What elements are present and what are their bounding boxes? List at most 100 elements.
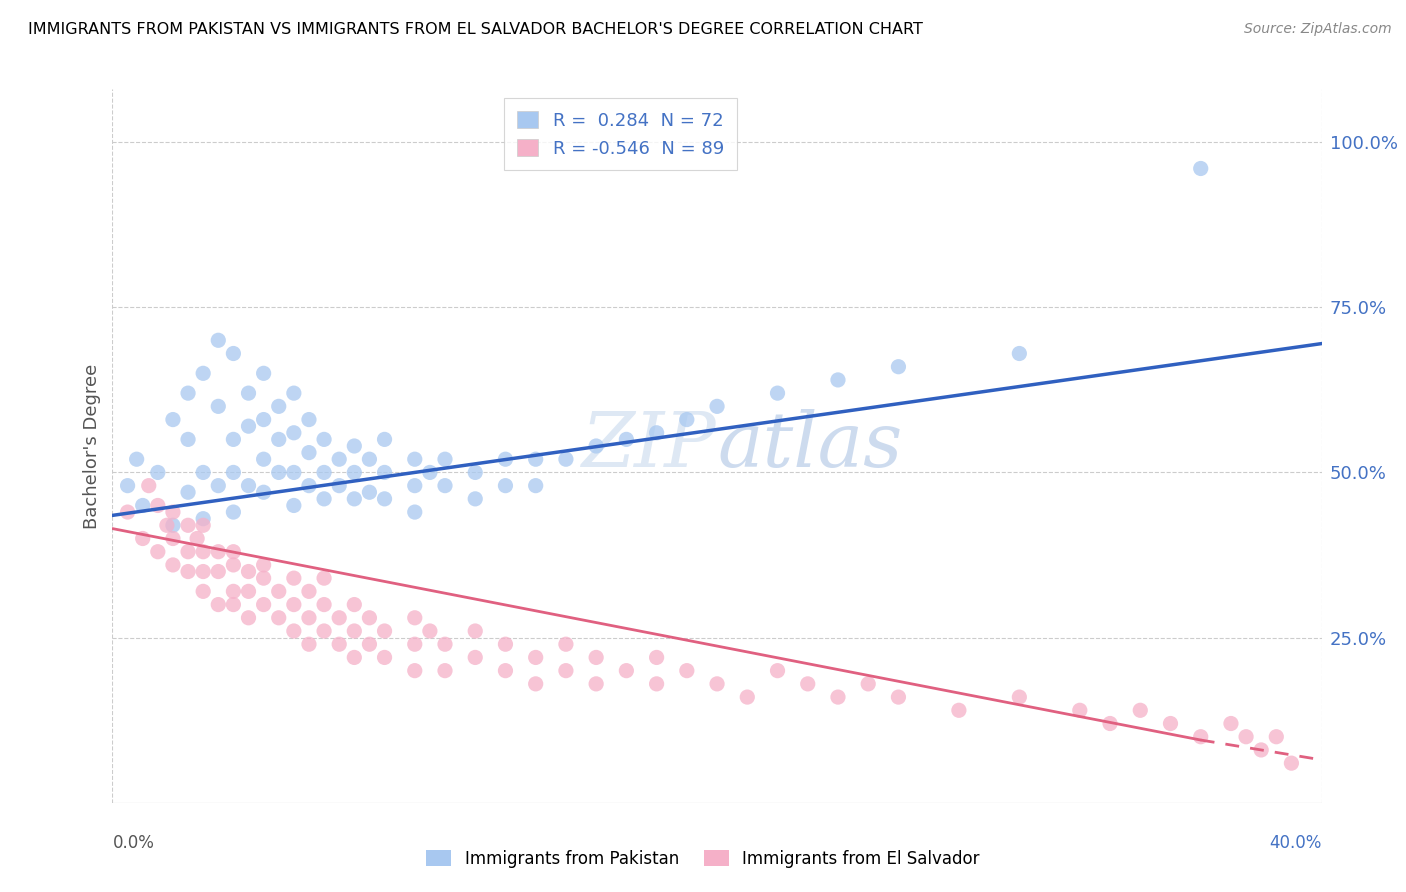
Point bbox=[283, 499, 305, 513]
Point bbox=[404, 664, 426, 678]
Point bbox=[238, 565, 260, 579]
Point bbox=[253, 571, 276, 585]
Point bbox=[737, 690, 759, 704]
Point bbox=[191, 565, 214, 579]
Point bbox=[267, 400, 290, 414]
Point bbox=[207, 598, 229, 612]
Point bbox=[222, 545, 245, 559]
Point bbox=[298, 611, 321, 625]
Point bbox=[314, 433, 336, 447]
Point bbox=[706, 400, 728, 414]
Point bbox=[1265, 730, 1288, 744]
Point bbox=[177, 565, 200, 579]
Point bbox=[177, 518, 200, 533]
Point bbox=[162, 412, 184, 426]
Point bbox=[374, 624, 396, 638]
Point bbox=[238, 584, 260, 599]
Point bbox=[283, 466, 305, 480]
Point bbox=[186, 532, 208, 546]
Point bbox=[314, 598, 336, 612]
Point bbox=[948, 703, 970, 717]
Point bbox=[645, 677, 668, 691]
Point bbox=[132, 499, 155, 513]
Point bbox=[433, 664, 456, 678]
Point bbox=[267, 584, 290, 599]
Point bbox=[495, 478, 517, 492]
Point bbox=[464, 466, 486, 480]
Point bbox=[374, 650, 396, 665]
Point bbox=[314, 466, 336, 480]
Point bbox=[328, 452, 350, 467]
Point bbox=[359, 611, 381, 625]
Point bbox=[464, 491, 486, 506]
Point bbox=[433, 478, 456, 492]
Point bbox=[585, 650, 607, 665]
Point bbox=[253, 558, 276, 572]
Point bbox=[117, 478, 139, 492]
Text: ZIP: ZIP bbox=[582, 409, 717, 483]
Point bbox=[524, 452, 547, 467]
Point bbox=[554, 664, 576, 678]
Point bbox=[191, 518, 214, 533]
Point bbox=[146, 466, 169, 480]
Point bbox=[283, 571, 305, 585]
Point bbox=[283, 624, 305, 638]
Point bbox=[222, 505, 245, 519]
Point bbox=[343, 598, 366, 612]
Point bbox=[207, 545, 229, 559]
Point bbox=[464, 650, 486, 665]
Point bbox=[253, 485, 276, 500]
Text: IMMIGRANTS FROM PAKISTAN VS IMMIGRANTS FROM EL SALVADOR BACHELOR'S DEGREE CORREL: IMMIGRANTS FROM PAKISTAN VS IMMIGRANTS F… bbox=[28, 22, 922, 37]
Point bbox=[827, 690, 849, 704]
Legend: R =  0.284  N = 72, R = -0.546  N = 89: R = 0.284 N = 72, R = -0.546 N = 89 bbox=[503, 98, 737, 170]
Point bbox=[191, 466, 214, 480]
Point bbox=[314, 624, 336, 638]
Point bbox=[253, 367, 276, 381]
Point bbox=[374, 491, 396, 506]
Point bbox=[343, 624, 366, 638]
Point bbox=[404, 478, 426, 492]
Point bbox=[404, 637, 426, 651]
Point bbox=[616, 433, 638, 447]
Point bbox=[238, 611, 260, 625]
Point bbox=[343, 650, 366, 665]
Point bbox=[298, 412, 321, 426]
Point bbox=[856, 677, 880, 691]
Point bbox=[433, 637, 456, 651]
Point bbox=[177, 485, 200, 500]
Point bbox=[328, 478, 350, 492]
Point bbox=[177, 545, 200, 559]
Point bbox=[328, 611, 350, 625]
Text: atlas: atlas bbox=[717, 409, 903, 483]
Point bbox=[343, 466, 366, 480]
Point bbox=[524, 677, 547, 691]
Point bbox=[554, 452, 576, 467]
Point bbox=[125, 452, 148, 467]
Point bbox=[495, 637, 517, 651]
Point bbox=[253, 412, 276, 426]
Point bbox=[404, 611, 426, 625]
Point bbox=[827, 373, 849, 387]
Point bbox=[283, 386, 305, 401]
Point bbox=[117, 505, 139, 519]
Point bbox=[207, 400, 229, 414]
Point bbox=[191, 545, 214, 559]
Point bbox=[298, 445, 321, 459]
Point bbox=[162, 532, 184, 546]
Point bbox=[162, 558, 184, 572]
Point bbox=[766, 386, 789, 401]
Point bbox=[146, 545, 169, 559]
Point bbox=[1250, 743, 1272, 757]
Point bbox=[1234, 730, 1257, 744]
Point bbox=[1129, 703, 1152, 717]
Point bbox=[645, 650, 668, 665]
Point bbox=[238, 386, 260, 401]
Text: 0.0%: 0.0% bbox=[112, 834, 155, 852]
Point bbox=[464, 624, 486, 638]
Point bbox=[495, 664, 517, 678]
Point bbox=[177, 433, 200, 447]
Point bbox=[585, 439, 607, 453]
Point bbox=[1159, 716, 1181, 731]
Point bbox=[298, 584, 321, 599]
Point bbox=[146, 499, 169, 513]
